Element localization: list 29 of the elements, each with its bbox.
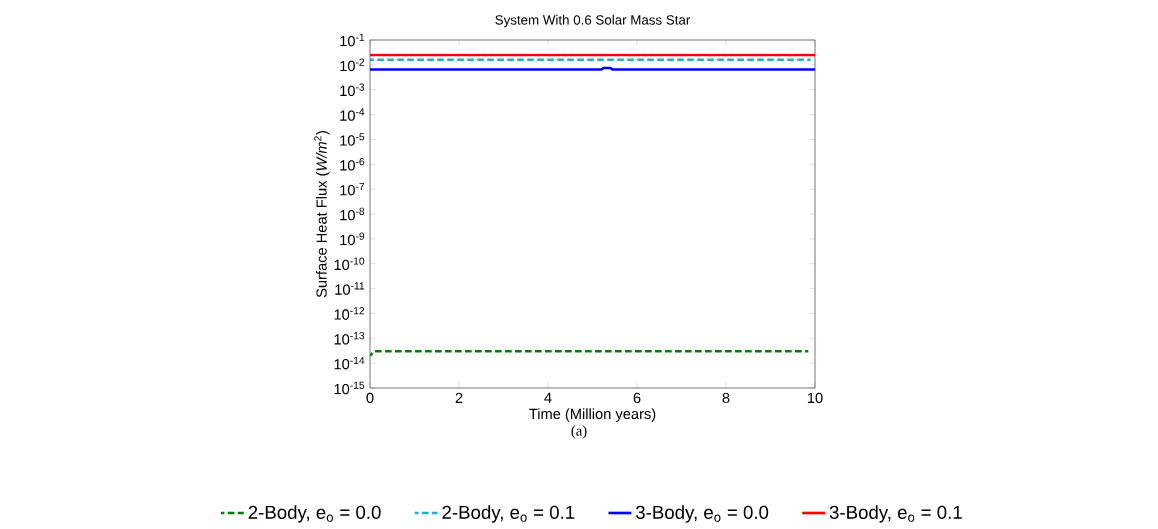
- y-tick-label: 10$^{-3}$: [340, 83, 365, 97]
- y-tick-label: 10$^{-6}$: [340, 157, 365, 171]
- y-axis-title: Surface Heat Flux (W/m$^{2}$): [314, 131, 330, 298]
- y-tick-label: 10$^{-4}$: [340, 108, 365, 121]
- y-tick-label: 10$^{-15}$: [334, 381, 365, 395]
- x-tick-label: 8: [722, 392, 730, 404]
- x-tick-label: 6: [633, 392, 641, 404]
- x-tick-label: 0: [366, 392, 374, 404]
- x-tick-label: 4: [544, 392, 552, 403]
- y-tick-label: 10$^{-14}$: [334, 356, 365, 370]
- y-tick-label: 10$^{-13}$: [334, 331, 365, 345]
- legend-label: 3-Body, e$_{o}$ = 0.0: [635, 505, 769, 523]
- x-tick-label: 10: [807, 392, 823, 404]
- x-axis-title: Time (Million years): [529, 408, 656, 422]
- x-tick-label: 2: [455, 392, 463, 403]
- legend-label: 3-Body, e$_{o}$ = 0.1: [829, 505, 962, 523]
- legend-label: 2-Body, e$_{o}$ = 0.1: [442, 505, 575, 523]
- legend-label: 2-Body, e$_{o}$ = 0.0: [248, 505, 381, 523]
- y-tick-label: 10$^{-8}$: [340, 207, 365, 221]
- y-tick-label: 10$^{-11}$: [335, 282, 365, 295]
- chart-title: System With 0.6 Solar Mass Star: [495, 14, 691, 28]
- text: (a): [571, 425, 587, 439]
- y-tick-label: 10$^{-9}$: [340, 232, 365, 246]
- y-tick-label: 10$^{-5}$: [340, 133, 365, 146]
- y-tick-label: 10$^{-7}$: [340, 182, 365, 196]
- y-tick-label: 10$^{-2}$: [340, 58, 365, 72]
- y-tick-label: 10$^{-1}$: [340, 33, 365, 47]
- y-tick-label: 10$^{-12}$: [334, 307, 365, 320]
- y-tick-label: 10$^{-10}$: [334, 257, 365, 271]
